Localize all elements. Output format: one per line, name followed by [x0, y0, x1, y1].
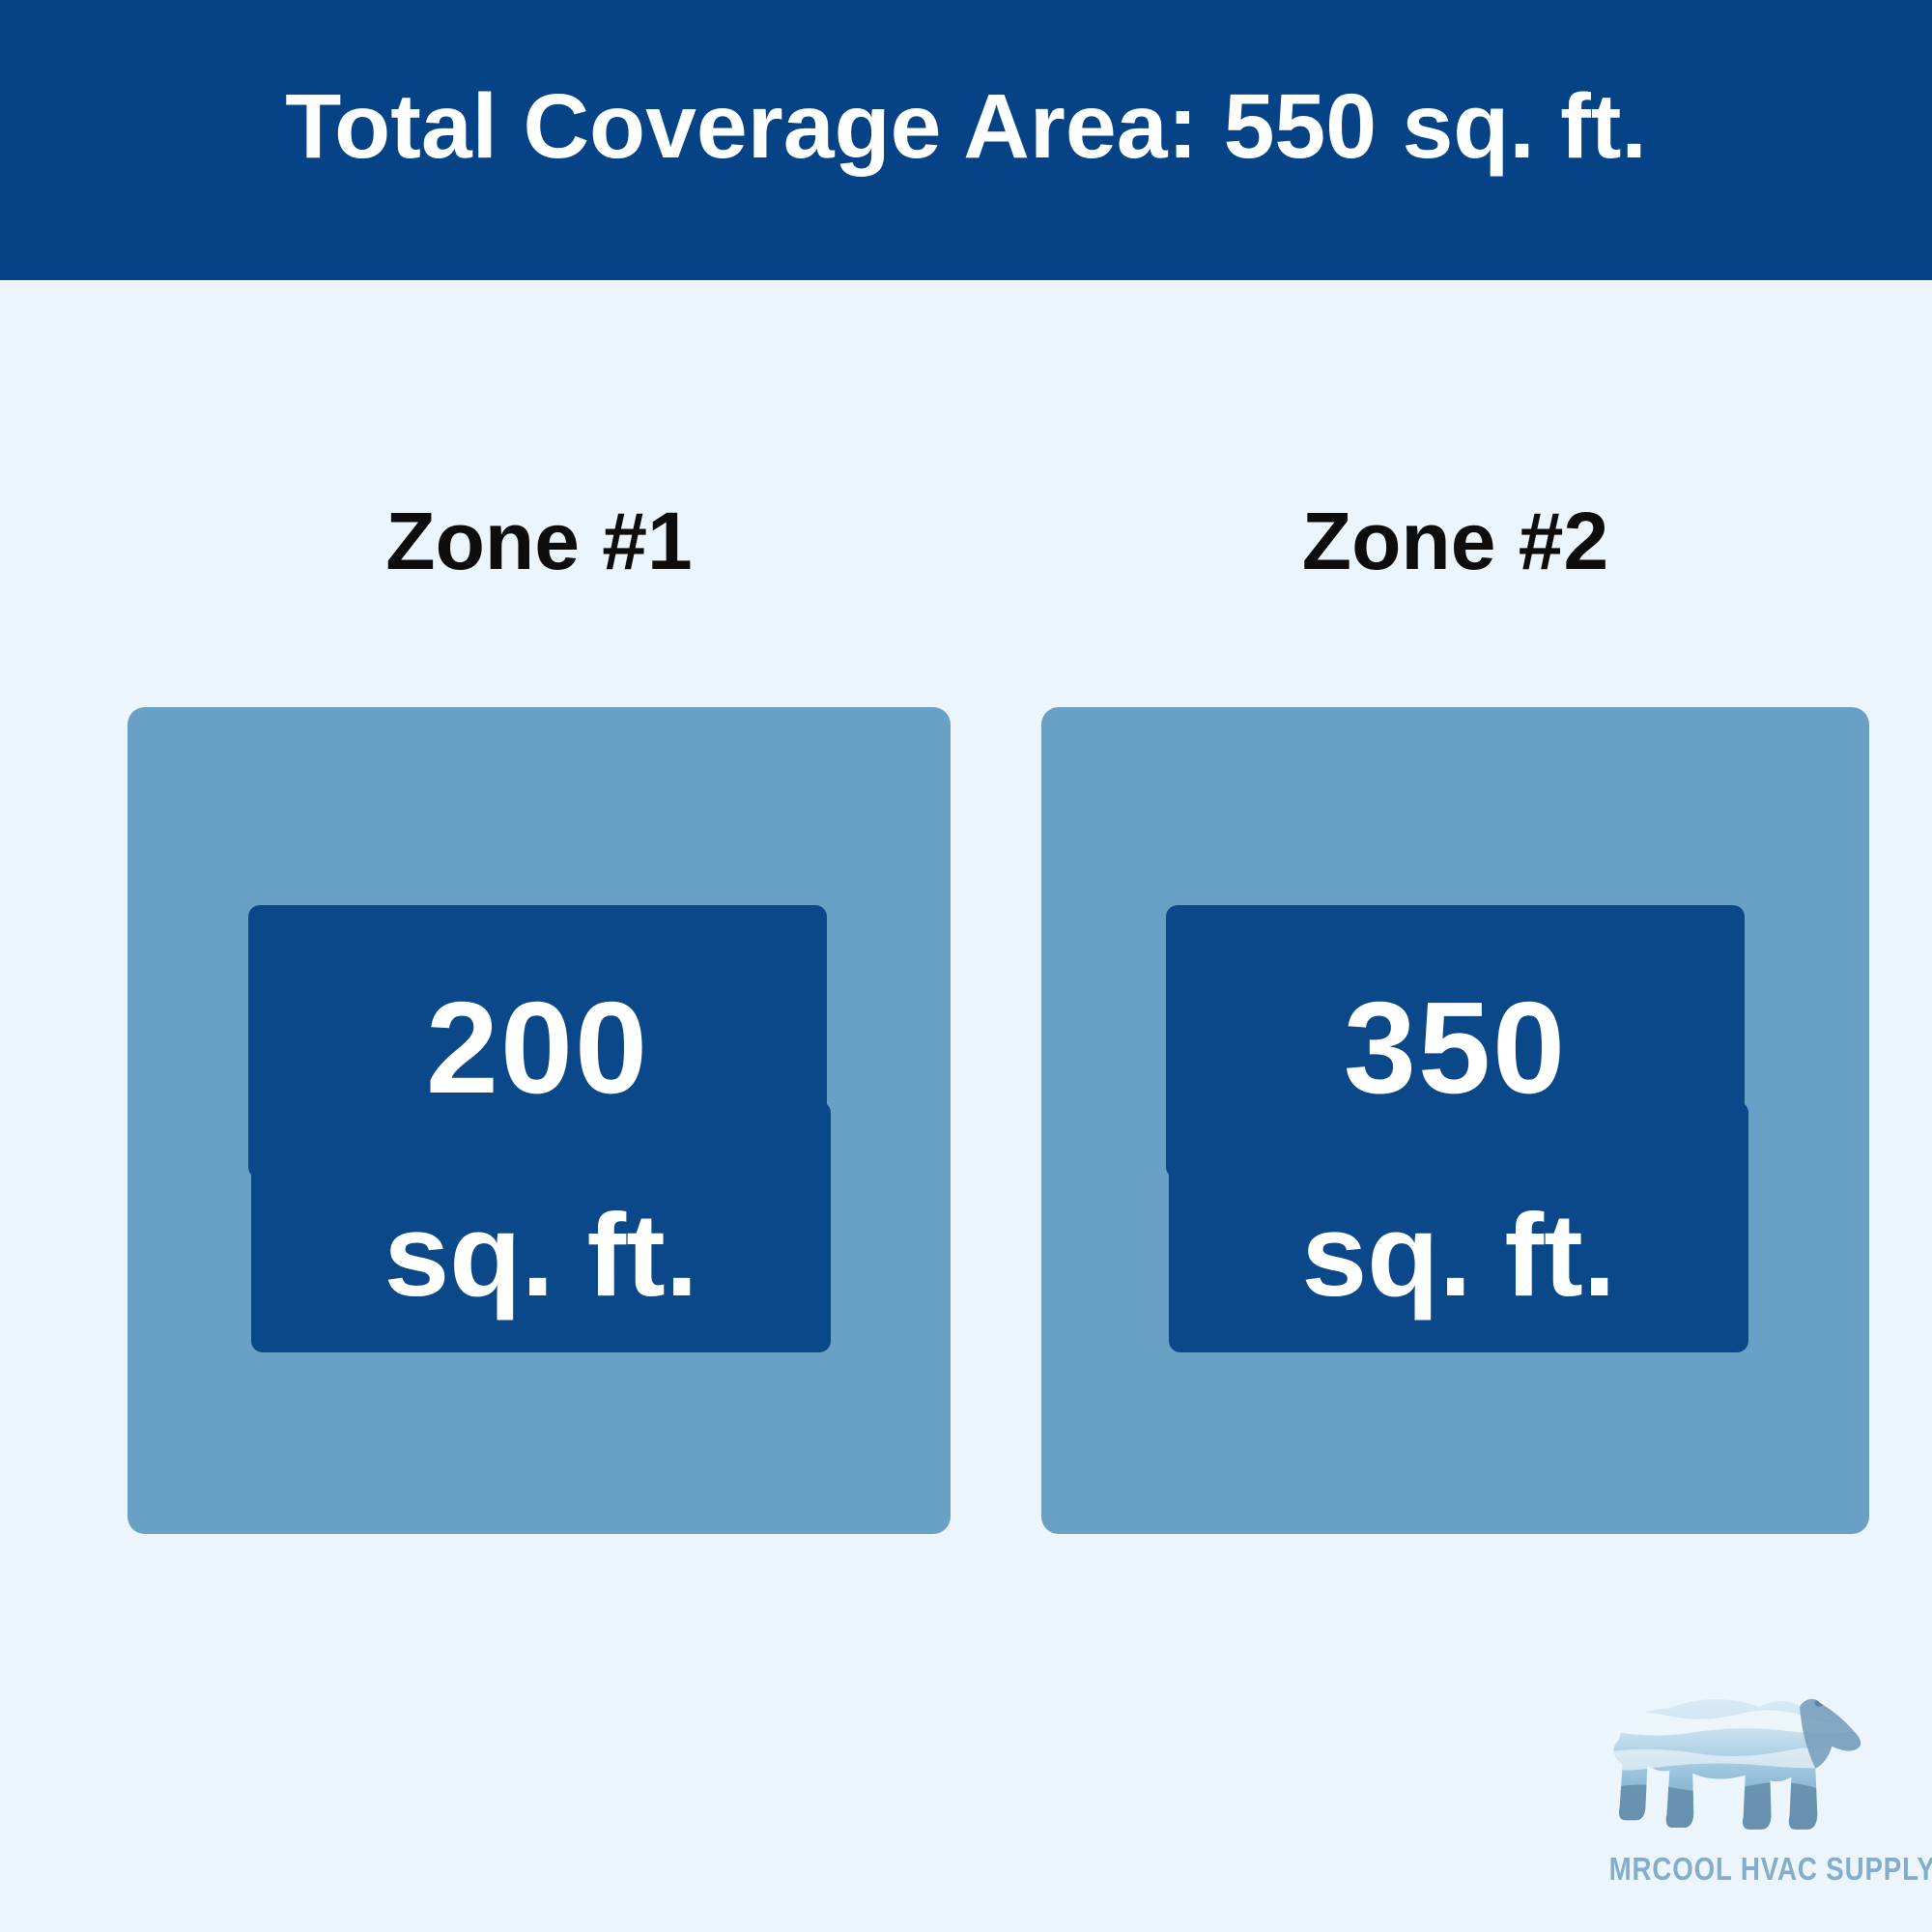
zone-2-label: Zone #2: [1301, 496, 1609, 586]
polar-bear-icon: [1613, 1698, 1861, 1830]
zone-1-unit: sq. ft.: [384, 1189, 698, 1321]
zone-2-value: 350: [1343, 975, 1568, 1121]
zone-1-value: 200: [425, 975, 650, 1121]
zone-1-unit-box: sq. ft.: [251, 1101, 831, 1352]
header-banner: Total Coverage Area: 550 sq. ft.: [0, 0, 1932, 280]
page-title: Total Coverage Area: 550 sq. ft.: [285, 74, 1647, 178]
zone-2-coverage-box: 350 sq. ft.: [1041, 707, 1869, 1534]
zone-1-coverage-box: 200 sq. ft.: [128, 707, 951, 1534]
zone-1-label: Zone #1: [385, 496, 693, 586]
zone-2-unit-box: sq. ft.: [1169, 1101, 1748, 1352]
zone-1: Zone #1 200 sq. ft.: [128, 483, 951, 1534]
zone-2-unit: sq. ft.: [1301, 1189, 1616, 1321]
brand-logo: MRCOOL HVAC SUPPLY: [1584, 1681, 1932, 1888]
zone-2: Zone #2 350 sq. ft.: [1041, 483, 1869, 1534]
brand-name: MRCOOL HVAC SUPPLY: [1608, 1851, 1932, 1887]
